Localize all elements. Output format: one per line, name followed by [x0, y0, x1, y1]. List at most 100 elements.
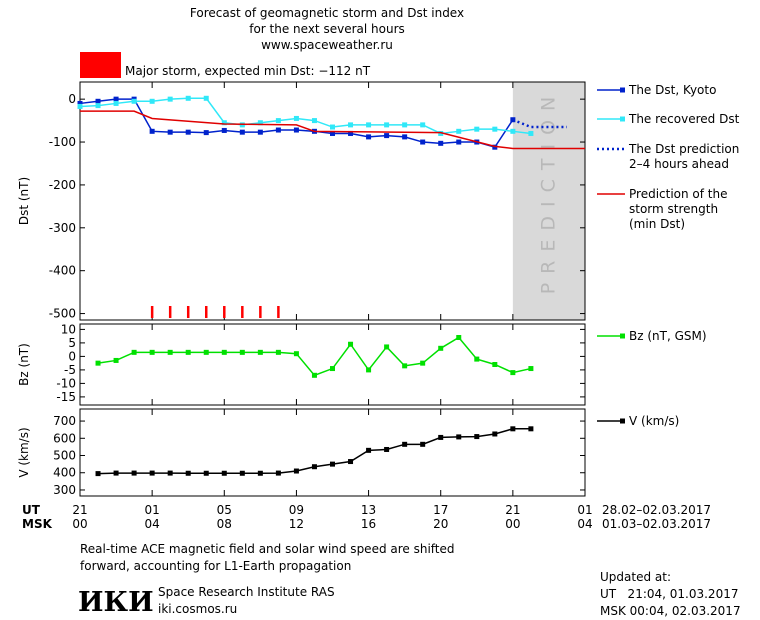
x-tick-label: 13 [361, 503, 376, 517]
legend-marker [620, 333, 625, 339]
point [95, 98, 101, 104]
point [510, 426, 516, 432]
point [275, 118, 281, 124]
point [257, 129, 263, 135]
point [203, 130, 209, 136]
point [366, 447, 372, 453]
point [95, 103, 101, 109]
date-label: 01.03–02.03.2017 [602, 517, 711, 531]
point [275, 127, 281, 133]
point [456, 335, 462, 340]
point [528, 130, 534, 136]
point [474, 126, 480, 132]
legend-label: The Dst, Kyoto [628, 83, 716, 97]
point [221, 127, 227, 133]
prediction-zone [512, 82, 585, 320]
point [167, 129, 173, 135]
point [456, 434, 462, 440]
point [149, 128, 155, 134]
site: iki.cosmos.ru [158, 602, 237, 616]
plot-frame [79, 408, 586, 497]
legend-marker [620, 116, 625, 122]
point [167, 470, 173, 476]
point [239, 129, 245, 135]
point [474, 434, 480, 440]
legend-label: Prediction of the [629, 187, 728, 201]
point [221, 470, 227, 476]
point [384, 446, 390, 452]
point [456, 139, 462, 145]
x-tick-label: 21 [505, 503, 520, 517]
point [203, 95, 209, 101]
logo: ИКИ [78, 587, 154, 618]
point [456, 128, 462, 134]
y-tick-label: -300 [49, 221, 76, 235]
updated: MSK 00:04, 02.03.2017 [600, 604, 741, 618]
point [492, 144, 498, 150]
point [149, 98, 155, 104]
point [293, 468, 299, 474]
point [330, 366, 335, 372]
point [330, 124, 335, 130]
y-tick-label: -5 [64, 363, 76, 377]
y-axis-label: V (km/s) [17, 427, 31, 477]
point [77, 100, 83, 106]
legend-label: The recovered Dst [628, 112, 740, 126]
point [438, 434, 444, 440]
y-tick-label: 700 [53, 414, 76, 428]
point [167, 349, 173, 355]
footer-note: Real-time ACE magnetic field and solar w… [80, 542, 455, 556]
point [510, 128, 516, 134]
point [203, 470, 209, 476]
point [348, 130, 354, 136]
x-row-label: UT [22, 503, 41, 517]
point [348, 341, 354, 347]
x-tick-label-msk: 00 [72, 517, 87, 531]
point [113, 470, 119, 476]
x-tick-label-msk: 16 [361, 517, 376, 531]
point [167, 96, 173, 102]
point [438, 345, 444, 351]
point [384, 122, 390, 128]
plot-frame [79, 323, 586, 406]
x-tick-label-msk: 20 [433, 517, 448, 531]
point [221, 120, 227, 126]
point [293, 127, 299, 133]
point [311, 372, 317, 378]
legend-marker [620, 87, 625, 93]
point [95, 360, 101, 366]
point [275, 349, 281, 355]
alert-text: Major storm, expected min Dst: −112 nT [125, 64, 371, 78]
legend-label: storm strength [629, 202, 718, 216]
footer-note: forward, accounting for L1-Earth propaga… [80, 559, 351, 573]
point [203, 349, 209, 355]
point [257, 120, 263, 126]
institute: Space Research Institute RAS [158, 585, 335, 599]
point [402, 363, 408, 369]
series-line [79, 98, 514, 149]
updated: Updated at: [600, 570, 671, 584]
point [402, 122, 408, 128]
x-tick-label: 21 [72, 503, 87, 517]
point [113, 357, 119, 363]
point [420, 360, 426, 366]
x-tick-label-msk: 08 [217, 517, 232, 531]
plot-frame [79, 81, 586, 321]
y-tick-label: 400 [53, 466, 76, 480]
point [131, 98, 137, 104]
point [149, 349, 155, 355]
point [113, 100, 119, 106]
series-line [97, 336, 532, 377]
point [420, 122, 426, 128]
point [438, 130, 444, 136]
x-row-label: MSK [22, 517, 53, 531]
point [293, 115, 299, 121]
point [239, 470, 245, 476]
y-tick-label: -200 [49, 178, 76, 192]
y-tick-label: 10 [61, 322, 76, 336]
point [185, 470, 191, 476]
updated: UT 21:04, 01.03.2017 [600, 587, 738, 601]
point [257, 470, 263, 476]
series-line [79, 97, 531, 135]
